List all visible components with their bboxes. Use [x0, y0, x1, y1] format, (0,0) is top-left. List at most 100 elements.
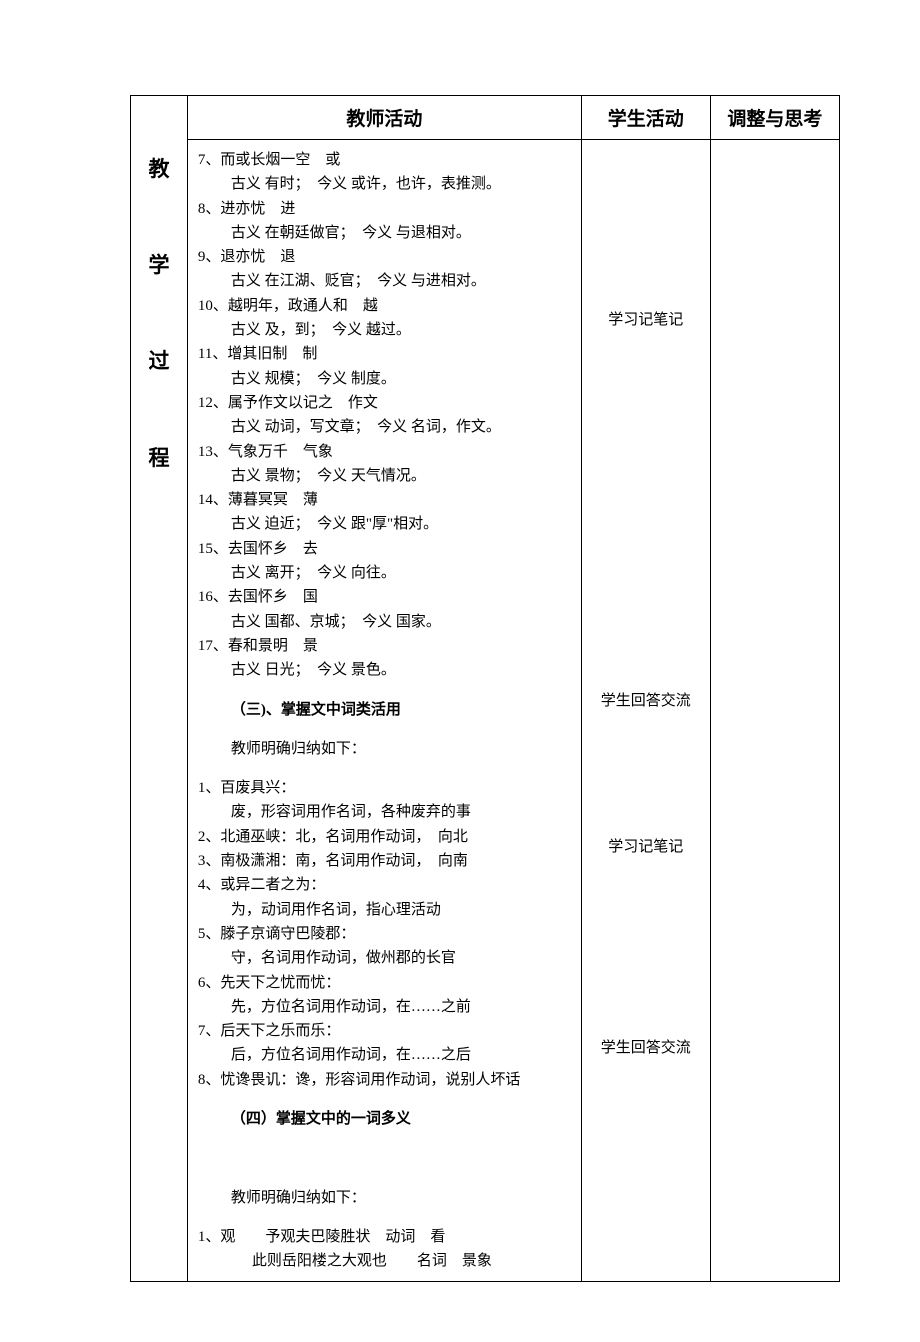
teacher-activity-cell: 7、而或长烟一空 或 古义 有时； 今义 或许，也许，表推测。 8、进亦忧 进 … [187, 140, 581, 1282]
header-student: 学生活动 [581, 96, 710, 140]
vocab-item: 10、越明年，政通人和 越 [198, 294, 575, 318]
blank-line [198, 1146, 575, 1170]
header-row: 教 学 过 程 教师活动 学生活动 调整与思考 [131, 96, 840, 140]
usage-item: 8、忧谗畏讥：谗，形容词用作动词，说别人坏话 [198, 1068, 575, 1092]
student-note: 学生回答交流 [586, 1036, 706, 1057]
item-head: 春和景明 景 [228, 638, 318, 654]
item-sub: 后，方位名词用作动词，在……之后 [231, 1043, 575, 1067]
item-no: 6、 [198, 975, 221, 991]
student-note: 学习记笔记 [586, 835, 706, 856]
usage-item: 3、南极潇湘：南，名词用作动词， 向南 [198, 849, 575, 873]
item-no: 17、 [198, 638, 228, 654]
spacer [586, 329, 706, 689]
item-head: 退亦忧 退 [220, 249, 295, 265]
item-no: 13、 [198, 444, 228, 460]
usage-item: 5、滕子京谪守巴陵郡： [198, 922, 575, 946]
student-activity-cell: 学习记笔记 学生回答交流 学习记笔记 学生回答交流 [581, 140, 710, 1282]
item-sub: 古义 有时； 今义 或许，也许，表推测。 [231, 172, 575, 196]
item-sub: 古义 日光； 今义 景色。 [231, 658, 575, 682]
item-head: 或异二者之为： [220, 877, 325, 893]
usage-item: 7、后天下之乐而乐： [198, 1019, 575, 1043]
item-head: 而或长烟一空 或 [220, 152, 340, 168]
item-sub: 古义 及，到； 今义 越过。 [231, 318, 575, 342]
item-no: 14、 [198, 492, 228, 508]
item-sub: 先，方位名词用作动词，在……之前 [231, 995, 575, 1019]
item-no: 7、 [198, 1023, 221, 1039]
item-head: 滕子京谪守巴陵郡： [220, 926, 355, 942]
usage-item: 2、北通巫峡：北，名词用作动词， 向北 [198, 825, 575, 849]
item-no: 1、 [198, 780, 221, 796]
item-no: 10、 [198, 298, 228, 314]
item-head: 去国怀乡 国 [228, 589, 318, 605]
item-sub: 古义 在江湖、贬官； 今义 与进相对。 [231, 269, 575, 293]
spacer [586, 148, 706, 308]
item-head: 忧谗畏讥：谗，形容词用作动词，说别人坏话 [220, 1072, 520, 1088]
item-head: 观 予观夫巴陵胜状 动词 看 [220, 1229, 445, 1245]
item-head: 增其旧制 制 [227, 346, 317, 362]
vocab-item: 9、退亦忧 退 [198, 245, 575, 269]
vocab-item: 11、增其旧制 制 [198, 342, 575, 366]
spacer [586, 710, 706, 835]
vocab-item: 17、春和景明 景 [198, 634, 575, 658]
item-head: 先天下之忧而忧： [220, 975, 340, 991]
item-no: 8、 [198, 1072, 221, 1088]
side-label-char: 教 [131, 146, 187, 192]
section3-title: （三)、掌握文中词类活用 [231, 698, 575, 722]
item-no: 8、 [198, 201, 221, 217]
item-head: 越明年，政通人和 越 [228, 298, 378, 314]
item-head: 气象万千 气象 [228, 444, 333, 460]
vocab-item: 12、属予作文以记之 作文 [198, 391, 575, 415]
item-head: 后天下之乐而乐： [220, 1023, 340, 1039]
item-no: 15、 [198, 541, 228, 557]
vocab-item: 15、去国怀乡 去 [198, 537, 575, 561]
section3-lead: 教师明确归纳如下： [231, 737, 575, 761]
vocab-item: 13、气象万千 气象 [198, 440, 575, 464]
item-head: 薄暮冥冥 薄 [228, 492, 318, 508]
vocab-item: 16、去国怀乡 国 [198, 585, 575, 609]
item-sub: 古义 规模； 今义 制度。 [231, 367, 575, 391]
page-container: 教 学 过 程 教师活动 学生活动 调整与思考 7、而或长烟一空 或 古义 有时… [0, 0, 920, 1342]
usage-item: 4、或异二者之为： [198, 873, 575, 897]
item-sub: 废，形容词用作名词，各种废弃的事 [231, 800, 575, 824]
item-no: 1、 [198, 1229, 221, 1245]
student-note: 学生回答交流 [586, 689, 706, 710]
section4-lead: 教师明确归纳如下： [231, 1186, 575, 1210]
item-head: 去国怀乡 去 [228, 541, 318, 557]
side-label-char: 学 [131, 242, 187, 288]
item-sub: 古义 在朝廷做官； 今义 与退相对。 [231, 221, 575, 245]
item-sub: 古义 动词，写文章； 今义 名词，作文。 [231, 415, 575, 439]
item-head: 北通巫峡：北，名词用作动词， 向北 [220, 829, 468, 845]
item-no: 11、 [198, 346, 227, 362]
item-no: 2、 [198, 829, 221, 845]
side-label-char: 过 [131, 338, 187, 384]
item-head: 南极潇湘：南，名词用作动词， 向南 [220, 853, 468, 869]
item-no: 16、 [198, 589, 228, 605]
item-head: 属予作文以记之 作文 [228, 395, 378, 411]
usage-item: 1、百废具兴： [198, 776, 575, 800]
item-sub: 古义 离开； 今义 向往。 [231, 561, 575, 585]
polysemy-line2: 此则岳阳楼之大观也 名词 景象 [252, 1249, 575, 1273]
polysemy-item: 1、观 予观夫巴陵胜状 动词 看 [198, 1225, 575, 1249]
adjust-cell [710, 140, 839, 1282]
header-adjust: 调整与思考 [710, 96, 839, 140]
section4-title: （四）掌握文中的一词多义 [231, 1107, 575, 1131]
lesson-table: 教 学 过 程 教师活动 学生活动 调整与思考 7、而或长烟一空 或 古义 有时… [130, 95, 840, 1282]
side-label-char: 程 [131, 435, 187, 481]
vocab-item: 14、薄暮冥冥 薄 [198, 488, 575, 512]
item-no: 12、 [198, 395, 228, 411]
item-no: 7、 [198, 152, 221, 168]
item-no: 5、 [198, 926, 221, 942]
item-head: 百废具兴： [220, 780, 295, 796]
vocab-item: 7、而或长烟一空 或 [198, 148, 575, 172]
item-sub: 古义 国都、京城； 今义 国家。 [231, 610, 575, 634]
item-no: 4、 [198, 877, 221, 893]
usage-item: 6、先天下之忧而忧： [198, 971, 575, 995]
student-note: 学习记笔记 [586, 308, 706, 329]
spacer [586, 856, 706, 1036]
item-head: 进亦忧 进 [220, 201, 295, 217]
item-sub: 守，名词用作动词，做州郡的长官 [231, 946, 575, 970]
item-no: 3、 [198, 853, 221, 869]
header-teacher: 教师活动 [187, 96, 581, 140]
vocab-item: 8、进亦忧 进 [198, 197, 575, 221]
side-label-cell: 教 学 过 程 [131, 96, 188, 1282]
